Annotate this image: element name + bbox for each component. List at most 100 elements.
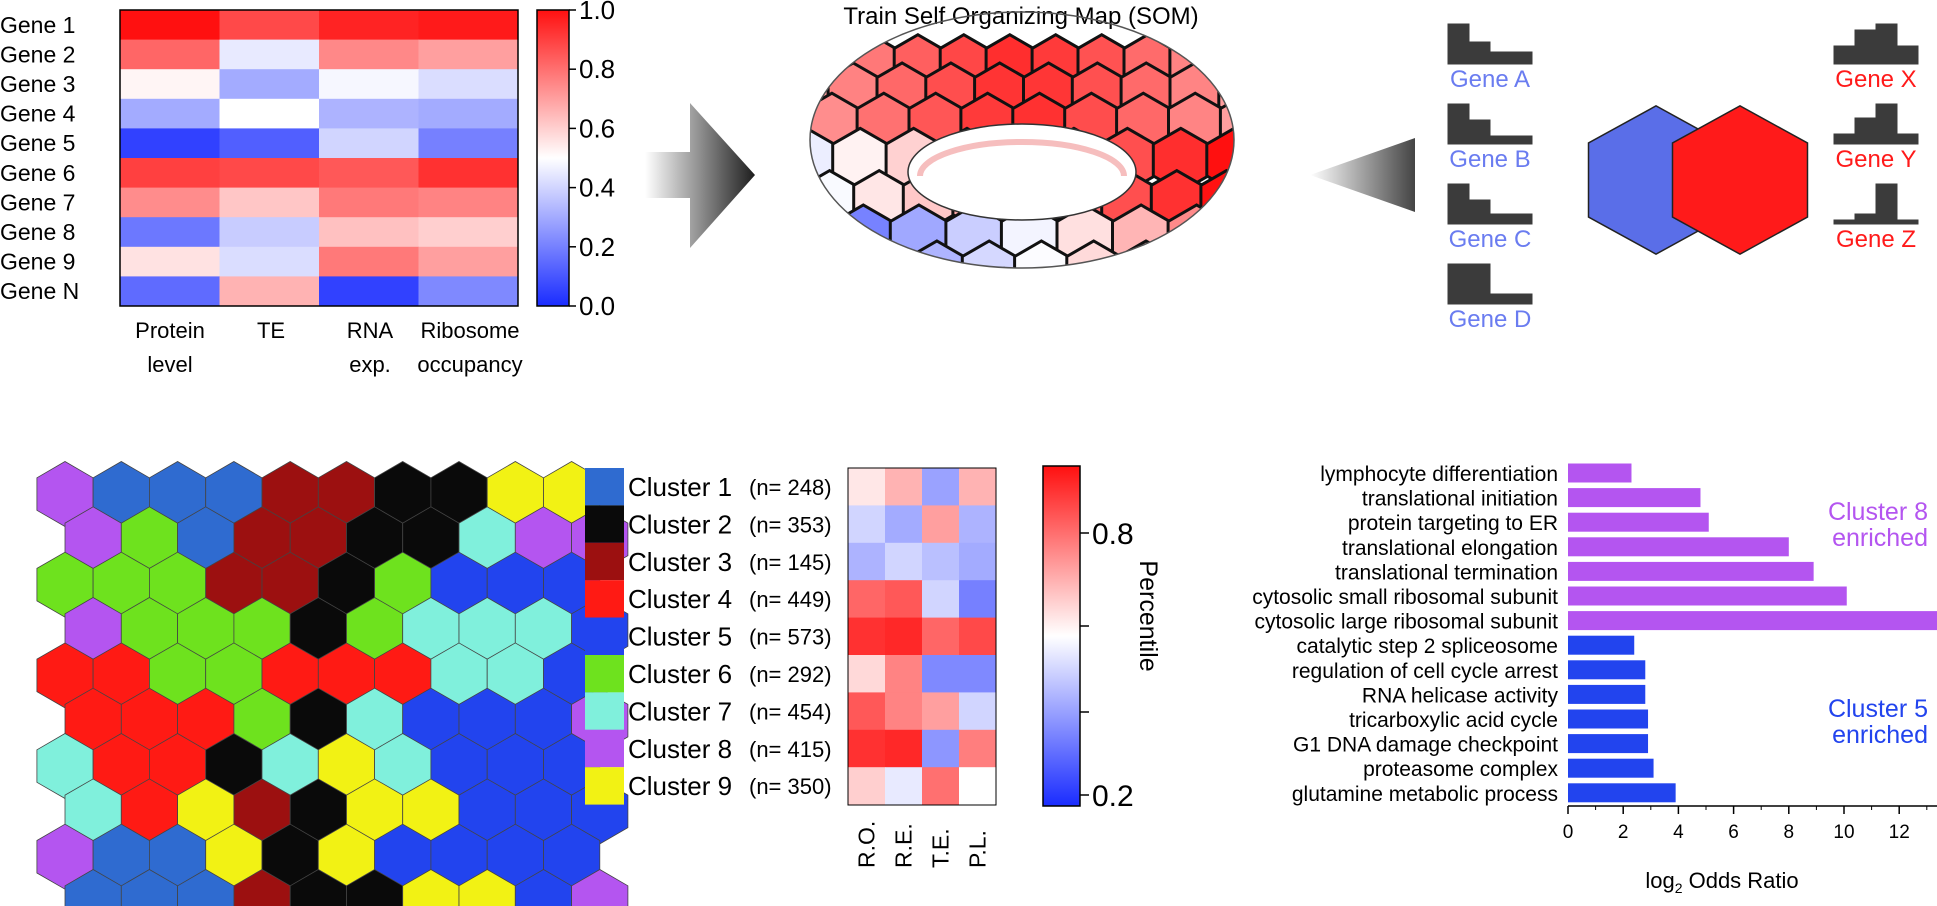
cluster-swatch (585, 505, 624, 543)
histogram-bar (1447, 103, 1470, 145)
histogram-gene-label: Gene A (1450, 66, 1530, 93)
percentile-cell (922, 542, 960, 581)
som-map-hex-cell (289, 869, 347, 906)
cluster-label: Cluster 8 (628, 734, 732, 764)
torus-hex-cell (1076, 266, 1131, 268)
input-heatmap-cell (319, 217, 419, 248)
input-heatmap-cell (418, 128, 519, 159)
som-map-hex-cell (233, 869, 291, 906)
input-heatmap-cell (219, 246, 320, 277)
torus-hex-cell (827, 266, 882, 268)
percentile-cell (848, 468, 886, 506)
histogram-bar (1510, 293, 1533, 305)
enrichment-annotation-line2: enriched (1832, 721, 1928, 749)
arrow-to-som (645, 103, 755, 248)
percentile-cell (922, 468, 960, 506)
go-term-bar (1568, 537, 1789, 557)
go-enrichment-bar-chart: lymphocyte differentiationtranslational … (1252, 463, 1937, 896)
torus-hex-cell (810, 203, 838, 268)
colorbar-tick-label: 0.6 (579, 113, 615, 143)
torus-hex-cell (753, 241, 807, 303)
input-heatmap-cell (418, 10, 519, 41)
enrichment-annotation-line2: enriched (1832, 524, 1928, 552)
percentile-cell (885, 468, 923, 506)
cluster-label: Cluster 4 (628, 584, 732, 614)
input-heatmap-cell (120, 10, 220, 41)
cluster-legend: Cluster 1 (n= 248) Cluster 2 (n= 353) Cluste… (585, 468, 832, 805)
torus-hex-cell (927, 266, 982, 268)
histogram-bar (1468, 263, 1491, 305)
go-term-label: regulation of cell cycle arrest (1292, 660, 1558, 683)
som-map-hex-cell (177, 869, 235, 906)
percentile-cell (922, 617, 960, 656)
gene-label: Gene 2 (0, 41, 75, 67)
percentile-cell (848, 692, 886, 731)
cluster-swatch (585, 692, 624, 730)
input-heatmap-cell (319, 246, 419, 277)
som-map-hex-cell (346, 869, 404, 906)
histogram-bar (1833, 219, 1856, 225)
x-axis-tick-label: 12 (1889, 822, 1910, 843)
torus-hex-cell (960, 239, 1018, 268)
input-heatmap-cell (219, 187, 320, 218)
torus-hex-cell (856, 239, 913, 268)
percentile-column-label: R.E. (891, 823, 917, 868)
percentile-cell (922, 505, 960, 544)
x-axis-label-subscript: 2 (1675, 880, 1683, 896)
percentile-heatmap-frame (847, 467, 997, 806)
percentile-colorbar-tick-label: 0.2 (1092, 780, 1134, 813)
torus-hex-cell (1117, 239, 1175, 268)
x-axis-tick-label: 6 (1728, 822, 1739, 843)
enrichment-annotation: Cluster 8 (1828, 498, 1928, 526)
som-map-hex-cell (458, 869, 516, 906)
percentile-cell (885, 542, 923, 581)
input-heatmap-cell (219, 39, 320, 70)
input-heatmap-cell (319, 158, 419, 189)
input-heatmap-cell (219, 10, 320, 41)
percentile-cell (959, 542, 997, 581)
percentile-cell (959, 505, 997, 544)
input-heatmap-cell (319, 128, 419, 159)
cluster-count: (n= 145) (749, 550, 832, 575)
histogram-bar (1510, 213, 1533, 225)
input-column-label: Protein (135, 318, 205, 343)
input-column-label: Ribosome (420, 318, 519, 343)
torus-hex-cell (1214, 32, 1234, 92)
percentile-cell (885, 580, 923, 619)
gene-histograms-right: Gene X Gene Y Gene Z (1833, 23, 1919, 253)
node-hex-pair (1587, 105, 1809, 255)
histogram-bar (1510, 51, 1533, 65)
colorbar-tick-label: 0.2 (579, 232, 615, 262)
gene-label: Gene 9 (0, 249, 75, 275)
percentile-cell (848, 655, 886, 693)
cluster-count: (n= 573) (749, 625, 832, 650)
input-column-label-line2: level (147, 352, 192, 377)
cluster-label: Cluster 9 (628, 771, 732, 801)
x-axis-label: log2 Odds Ratio (1645, 868, 1798, 896)
x-axis-label-rest: Odds Ratio (1682, 868, 1798, 893)
input-heatmap-cell (319, 98, 419, 129)
gene-label: Gene 3 (0, 71, 75, 97)
torus-hex-cell (1126, 266, 1181, 268)
cluster-label: Cluster 7 (628, 696, 732, 726)
som-map-hex-cell (64, 869, 122, 906)
go-term-bar (1568, 611, 1937, 631)
cluster-count: (n= 449) (749, 587, 832, 612)
x-axis-tick-label: 2 (1618, 822, 1629, 843)
histogram-gene-label: Gene C (1449, 226, 1532, 253)
torus-hex-cell (810, 168, 857, 232)
cluster-swatch (585, 655, 624, 693)
torus-hex-cell (756, 35, 803, 90)
percentile-cell (885, 767, 923, 806)
input-heatmap-cell (120, 246, 220, 277)
input-heatmap-cell (418, 276, 519, 307)
cluster-count: (n= 415) (749, 737, 832, 762)
input-heatmap-cell (219, 128, 320, 159)
torus-hex-cell (833, 203, 894, 268)
torus-hex-cell (1176, 266, 1231, 268)
histogram-bar (1854, 117, 1877, 145)
go-term-label: translational initiation (1362, 488, 1558, 511)
input-heatmap-cell (219, 69, 320, 100)
gene-label: Gene 6 (0, 160, 75, 186)
